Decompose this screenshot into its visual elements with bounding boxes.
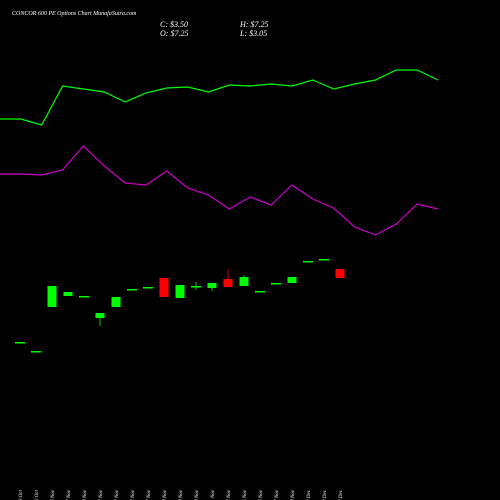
x-tick-label: 18 Nov [163, 489, 168, 500]
candle-body [303, 261, 313, 263]
x-tick-label: 02 Dec [307, 489, 312, 500]
candle-body [63, 292, 73, 296]
x-tick-label: 30 Oct [35, 489, 40, 500]
candle-body [255, 291, 265, 293]
x-tick-label: 10 Nov [83, 489, 88, 500]
x-tick-label: 25 Nov [243, 489, 248, 500]
candle-body [15, 342, 25, 344]
x-tick-label: 06 Nov [51, 489, 56, 500]
open-info: O: $7.25 [160, 29, 188, 38]
candle-body [159, 278, 169, 297]
x-tick-label: 28 Nov [291, 489, 296, 500]
candle-body [143, 287, 153, 289]
candle-body [191, 286, 201, 288]
x-tick-label: 03 Dec [323, 489, 328, 500]
x-tick-label: 13 Nov [115, 489, 120, 500]
x-tick-label: 17 Nov [147, 489, 152, 500]
candle-body [239, 277, 249, 286]
x-tick-label: 21 Nov [211, 489, 216, 500]
candle-body [31, 351, 41, 353]
x-tick-label: 04 Dec [339, 489, 344, 500]
close-info: C: $3.50 [160, 20, 188, 29]
high-info: H: $7.25 [239, 20, 268, 29]
x-tick-label: 29 Oct [19, 489, 24, 500]
indicator-line [0, 69, 439, 126]
candle-body [207, 283, 217, 288]
x-tick-label: 19 Nov [179, 489, 184, 500]
x-tick-label: 07 Nov [67, 489, 72, 500]
x-tick-label: 20 Nov [195, 489, 200, 500]
low-info: L: $3.05 [239, 29, 267, 38]
candle-body [79, 296, 89, 298]
candle-body [223, 279, 233, 287]
chart-title: CONCOR 600 PE Options Chart MunafaSutra.… [12, 10, 137, 17]
candle-body [175, 285, 185, 298]
x-tick-label: 14 Nov [131, 489, 136, 500]
x-tick-label: 24 Nov [227, 489, 232, 500]
candle-body [111, 297, 121, 307]
candle-body [335, 269, 345, 278]
x-tick-label: 12 Nov [99, 489, 104, 500]
candle-body [271, 283, 281, 285]
x-tick-label: 26 Nov [259, 489, 264, 500]
x-tick-label: 27 Nov [275, 489, 280, 500]
candle-body [47, 286, 57, 307]
candle-body [127, 289, 137, 291]
candle-body [287, 277, 297, 283]
candle-body [319, 259, 329, 261]
indicator-line [0, 145, 439, 236]
candle-body [95, 313, 105, 318]
